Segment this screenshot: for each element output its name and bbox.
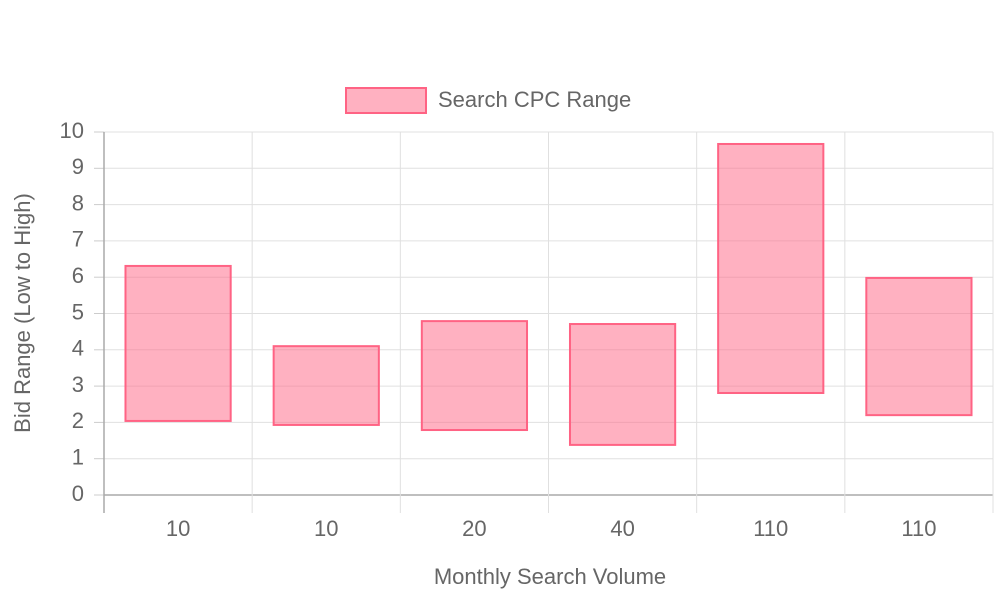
y-tick-label: 7 [72, 227, 84, 252]
x-tick-label: 110 [901, 516, 936, 541]
x-tick-label: 20 [462, 516, 486, 541]
y-tick-label: 2 [72, 408, 84, 433]
legend-label: Search CPC Range [438, 87, 631, 112]
bar [568, 323, 677, 446]
x-tick-label: 10 [166, 516, 190, 541]
x-tick-label: 110 [753, 516, 788, 541]
y-tick-label: 1 [72, 445, 84, 470]
y-tick-label: 4 [72, 336, 84, 361]
y-tick-label: 5 [72, 299, 84, 324]
x-axis-title: Monthly Search Volume [434, 564, 666, 589]
bar [717, 142, 825, 394]
y-tick-label: 3 [72, 372, 84, 397]
y-tick-label: 8 [72, 190, 84, 215]
bar [420, 320, 529, 432]
y-tick-label: 0 [72, 481, 84, 506]
legend-swatch [345, 87, 427, 114]
y-tick-label: 9 [72, 154, 84, 179]
x-tick-label: 40 [610, 516, 634, 541]
y-tick-label: 10 [60, 118, 84, 143]
bar [865, 276, 973, 417]
bar [124, 264, 232, 422]
x-tick-label: 10 [314, 516, 338, 541]
y-axis-title: Bid Range (Low to High) [10, 193, 35, 433]
bar [272, 345, 380, 426]
y-tick-label: 6 [72, 263, 84, 288]
